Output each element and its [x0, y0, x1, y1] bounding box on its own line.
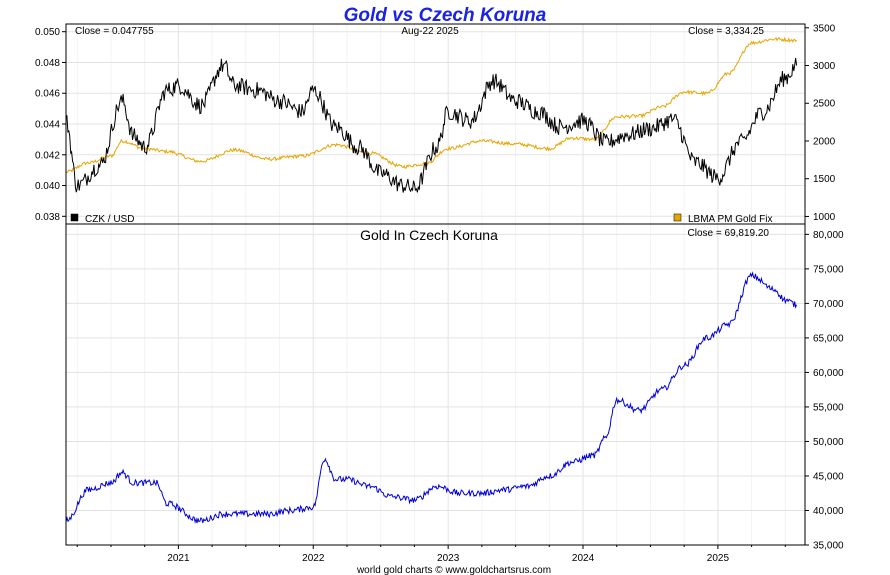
y-tick-label: 0.038 [35, 212, 60, 223]
x-tick-label: 2024 [572, 553, 595, 564]
y-tick-label: 60,000 [813, 368, 844, 379]
gold-usd-axis: 3500 3000 2500 2000 1500 1000 [805, 23, 836, 223]
bottom-panel-series [65, 271, 798, 524]
legend-lbma-gold: LBMA PM Gold Fix [688, 214, 772, 225]
gold-czk-axis: 80,000 75,000 70,000 65,000 60,000 55,000 50,0… [805, 230, 844, 552]
y-tick-label: 70,000 [813, 299, 844, 310]
y-tick-label: 75,000 [813, 264, 844, 275]
top-panel-grid [66, 24, 805, 224]
y-tick-label: 0.048 [35, 58, 60, 69]
date-label: Aug-22 2025 [401, 26, 459, 37]
y-tick-label: 50,000 [813, 437, 844, 448]
y-tick-label: 1000 [813, 212, 836, 223]
x-tick-label: 2021 [167, 553, 190, 564]
y-tick-label: 2000 [813, 136, 836, 147]
series-line-gold-czk [65, 271, 798, 524]
y-tick-label: 0.050 [35, 27, 60, 38]
series-line-lbma-gold [65, 36, 797, 174]
y-tick-label: 1500 [813, 174, 836, 185]
legend-czk-usd: CZK / USD [85, 214, 134, 225]
y-tick-label: 3000 [813, 61, 836, 72]
x-axis: 2021 2022 2023 2024 2025 [76, 545, 786, 564]
x-tick-label: 2023 [437, 553, 460, 564]
y-tick-label: 65,000 [813, 333, 844, 344]
series-line-czk-usd [65, 57, 798, 193]
y-tick-label: 0.044 [35, 120, 60, 131]
bottom-panel-title: Gold In Czech Koruna [360, 227, 498, 243]
czk-usd-axis: 0.050 0.048 0.046 0.044 0.042 0.040 0.038 [35, 27, 66, 223]
y-tick-label: 3500 [813, 23, 836, 34]
y-tick-label: 45,000 [813, 471, 844, 482]
legend-swatch-gold [673, 213, 682, 222]
y-tick-label: 55,000 [813, 402, 844, 413]
bottom-panel-frame [65, 223, 806, 546]
legend-swatch-czk [70, 213, 79, 222]
y-tick-label: 0.040 [35, 181, 60, 192]
y-tick-label: 0.046 [35, 89, 60, 100]
footer-credit: world gold charts © www.goldchartsrus.co… [356, 565, 551, 575]
top-panel-series [65, 36, 798, 193]
czk-close-label: Close = 0.047755 [75, 26, 154, 37]
y-tick-label: 35,000 [813, 541, 844, 552]
x-tick-label: 2022 [302, 553, 325, 564]
y-tick-label: 2500 [813, 99, 836, 110]
y-tick-label: 0.042 [35, 150, 60, 161]
x-tick-label: 2025 [707, 553, 730, 564]
gold-close-label: Close = 3,334.25 [688, 26, 764, 37]
y-tick-label: 40,000 [813, 506, 844, 517]
y-tick-label: 80,000 [813, 230, 844, 241]
bottom-panel-grid [66, 224, 805, 546]
chart-title: Gold vs Czech Koruna [344, 5, 547, 26]
czk-gold-close-label: Close = 69,819.20 [688, 228, 770, 239]
